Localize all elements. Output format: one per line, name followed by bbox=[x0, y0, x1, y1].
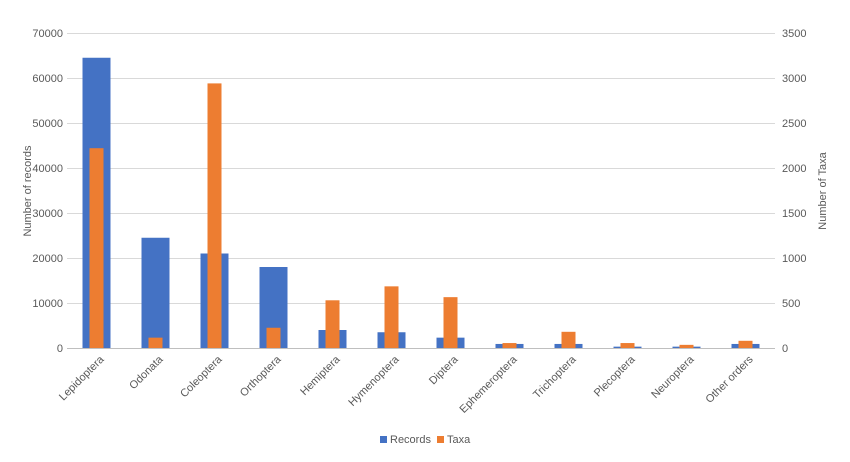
left-tick-label: 10000 bbox=[32, 298, 63, 310]
category-label: Lepidoptera bbox=[57, 353, 107, 403]
bar-taxa-lepidoptera bbox=[89, 148, 104, 348]
right-tick-label: 2500 bbox=[782, 118, 806, 130]
bar-taxa-odonata bbox=[148, 337, 163, 348]
category-label: Diptera bbox=[427, 353, 461, 387]
category-axis-ticks: Lepidoptera Odonata Coleoptera Orthoptera He… bbox=[57, 353, 756, 416]
bar-taxa-coleoptera bbox=[207, 83, 222, 349]
category-label: Coleoptera bbox=[178, 353, 225, 400]
bars bbox=[82, 57, 760, 349]
category-label: Hymenoptera bbox=[346, 353, 402, 409]
left-tick-label: 50000 bbox=[32, 118, 63, 130]
left-axis-title: Number of records bbox=[22, 145, 34, 237]
category-label: Other orders bbox=[703, 353, 755, 405]
left-tick-label: 20000 bbox=[32, 253, 63, 265]
bar-taxa-other-orders bbox=[738, 340, 753, 348]
right-tick-label: 2000 bbox=[782, 163, 806, 175]
left-axis-ticks: 0 10000 20000 30000 40000 50000 60000 70000 bbox=[32, 28, 63, 355]
bar-taxa-hemiptera bbox=[325, 300, 340, 348]
bar-taxa-neuroptera bbox=[679, 344, 694, 348]
right-tick-label: 500 bbox=[782, 298, 800, 310]
left-tick-label: 40000 bbox=[32, 163, 63, 175]
left-tick-label: 30000 bbox=[32, 208, 63, 220]
right-axis-title: Number of Taxa bbox=[817, 151, 829, 229]
category-label: Ephemeroptera bbox=[458, 353, 521, 416]
right-tick-label: 3500 bbox=[782, 28, 806, 40]
bar-records-odonata bbox=[141, 237, 170, 348]
bar-taxa-ephemeroptera bbox=[502, 343, 517, 348]
bar-taxa-plecoptera bbox=[620, 343, 635, 348]
right-tick-label: 0 bbox=[782, 343, 788, 355]
gridlines bbox=[67, 33, 775, 349]
legend: Records Taxa bbox=[380, 434, 471, 446]
left-tick-label: 70000 bbox=[32, 28, 63, 40]
bar-taxa-orthoptera bbox=[266, 327, 281, 348]
category-label: Orthoptera bbox=[238, 353, 284, 399]
right-axis-ticks: 0 500 1000 1500 2000 2500 3000 3500 bbox=[782, 28, 806, 355]
right-tick-label: 1500 bbox=[782, 208, 806, 220]
category-label: Odonata bbox=[127, 353, 166, 392]
left-tick-label: 0 bbox=[57, 343, 63, 355]
legend-label-records: Records bbox=[390, 434, 431, 446]
left-tick-label: 60000 bbox=[32, 73, 63, 85]
legend-label-taxa: Taxa bbox=[447, 434, 471, 446]
category-label: Trichoptera bbox=[531, 353, 579, 401]
legend-swatch-records bbox=[380, 436, 387, 443]
category-label: Hemiptera bbox=[298, 353, 343, 398]
bar-taxa-hymenoptera bbox=[384, 286, 399, 348]
category-label: Plecoptera bbox=[592, 353, 638, 399]
legend-swatch-taxa bbox=[437, 436, 444, 443]
right-tick-label: 3000 bbox=[782, 73, 806, 85]
bar-taxa-diptera bbox=[443, 297, 458, 348]
right-tick-label: 1000 bbox=[782, 253, 806, 265]
category-label: Neuroptera bbox=[649, 353, 697, 401]
bar-taxa-trichoptera bbox=[561, 331, 576, 348]
